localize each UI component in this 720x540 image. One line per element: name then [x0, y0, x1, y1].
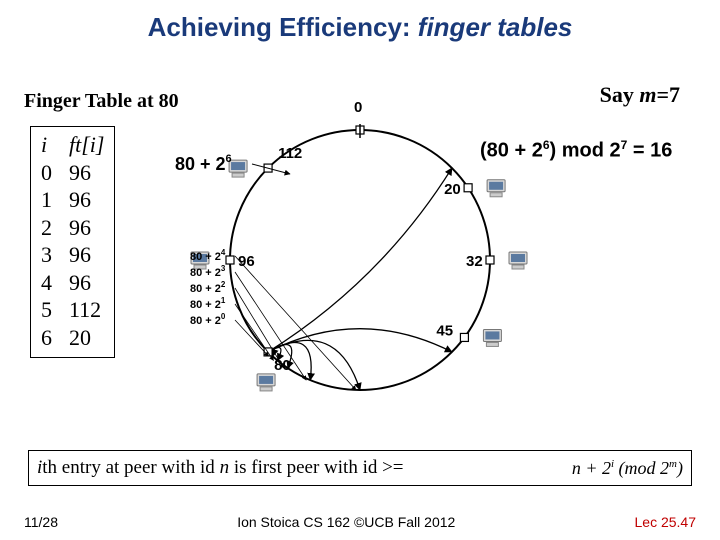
- svg-text:32: 32: [466, 253, 483, 270]
- finger-table-caption: Finger Table at 80: [24, 90, 179, 113]
- table-row: 196: [41, 186, 104, 214]
- title-text-2: finger tables: [418, 12, 573, 42]
- svg-text:112: 112: [278, 145, 302, 162]
- table-row: 296: [41, 214, 104, 242]
- footer-lec: Lec 25.47: [635, 514, 697, 530]
- table-row: 096: [41, 159, 104, 187]
- svg-text:80 + 24: 80 + 24: [190, 248, 226, 263]
- header-ft: ft[i]: [69, 131, 104, 159]
- table-row: 396: [41, 241, 104, 269]
- slide-footer: 11/28 Ion Stoica CS 162 ©UCB Fall 2012 L…: [24, 514, 696, 530]
- svg-text:0: 0: [354, 100, 362, 116]
- svg-text:20: 20: [444, 181, 461, 198]
- ring-svg: 0203245809611280 + 2080 + 2180 + 2280 + …: [160, 100, 560, 440]
- finger-table: i ft[i] 096 196 296 396 496 5112 620: [30, 126, 115, 358]
- footer-date: 11/28: [24, 514, 58, 530]
- svg-text:45: 45: [436, 322, 453, 339]
- definition-text: ith entry at peer with id n is first pee…: [37, 457, 404, 479]
- header-i: i: [41, 131, 69, 159]
- say-m: Say m=7: [600, 82, 680, 108]
- footer-course: Ion Stoica CS 162 ©UCB Fall 2012: [237, 514, 455, 530]
- table-header: i ft[i]: [41, 131, 104, 159]
- title-text-1: Achieving Efficiency:: [148, 12, 418, 42]
- definition-equation: n + 2i (mod 2m): [572, 458, 683, 479]
- table-row: 5112: [41, 296, 104, 324]
- svg-text:80 + 26: 80 + 26: [175, 153, 232, 174]
- chord-ring-diagram: 0203245809611280 + 2080 + 2180 + 2280 + …: [160, 100, 560, 440]
- definition-box: ith entry at peer with id n is first pee…: [28, 450, 692, 486]
- table-row: 620: [41, 324, 104, 352]
- svg-text:80 + 22: 80 + 22: [190, 280, 226, 295]
- table-row: 496: [41, 269, 104, 297]
- svg-text:80 + 21: 80 + 21: [190, 296, 226, 311]
- svg-text:80 + 23: 80 + 23: [190, 264, 226, 279]
- svg-text:80 + 20: 80 + 20: [190, 312, 226, 327]
- slide-title: Achieving Efficiency: finger tables: [0, 0, 720, 43]
